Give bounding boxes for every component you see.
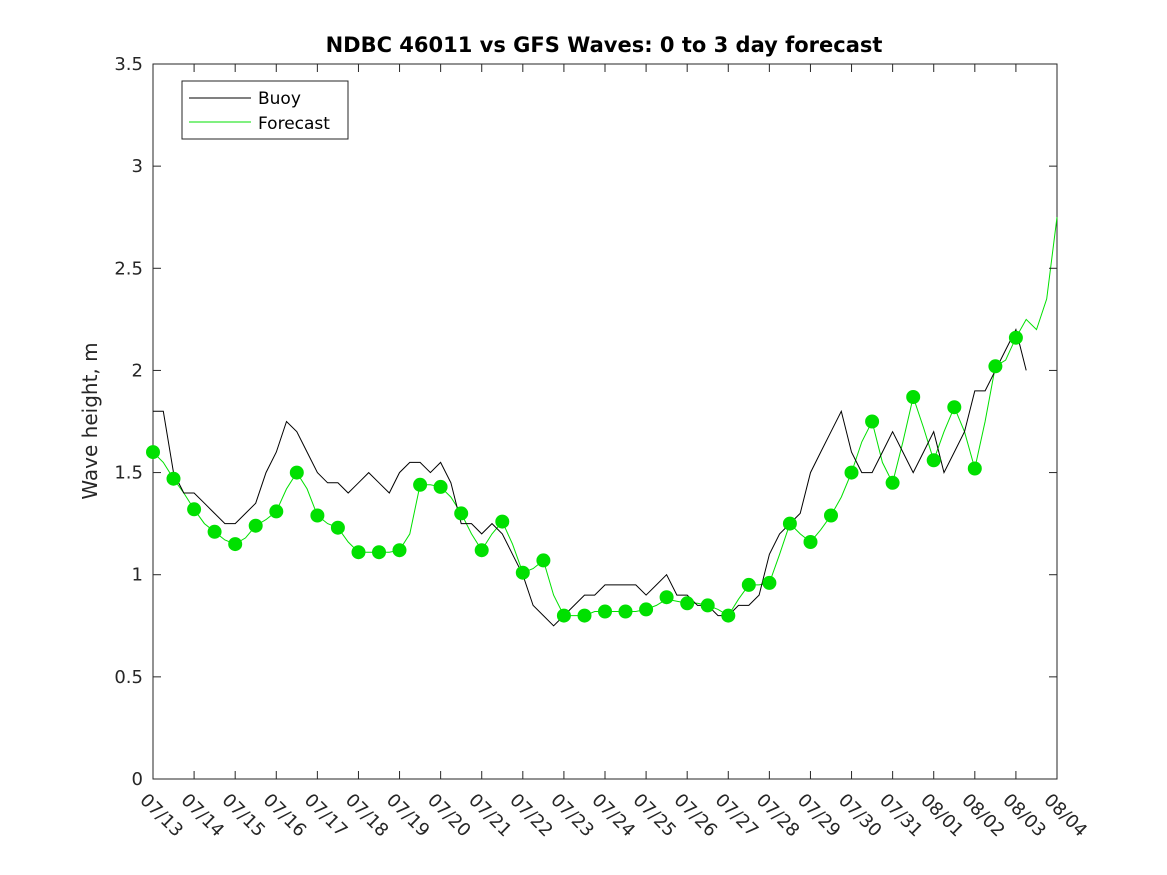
forecast-marker (228, 537, 243, 552)
y-tick-label: 3 (132, 156, 143, 177)
legend: Buoy Forecast (181, 80, 349, 140)
forecast-marker (680, 596, 695, 611)
forecast-marker (1008, 330, 1023, 345)
forecast-marker (782, 516, 797, 531)
forecast-marker (330, 520, 345, 535)
forecast-marker (495, 514, 510, 529)
forecast-marker (988, 359, 1003, 374)
forecast-marker (187, 502, 202, 517)
forecast-marker (721, 608, 736, 623)
forecast-marker (289, 465, 304, 480)
forecast-marker (762, 575, 777, 590)
y-tick-label: 3.5 (114, 54, 143, 75)
forecast-marker (803, 535, 818, 549)
y-tick-label: 1.5 (114, 463, 143, 484)
y-tick-label: 1 (132, 565, 143, 586)
forecast-marker (351, 545, 366, 560)
forecast-marker (474, 543, 489, 558)
forecast-marker (577, 608, 592, 623)
forecast-marker (207, 524, 222, 539)
legend-label-buoy: Buoy (258, 89, 301, 109)
forecast-marker (556, 608, 571, 623)
plot-area (152, 63, 1058, 780)
forecast-marker (967, 461, 982, 476)
chart-title: NDBC 46011 vs GFS Waves: 0 to 3 day fore… (326, 33, 883, 57)
series-line-buoy (153, 328, 1027, 627)
forecast-marker (885, 475, 900, 490)
forecast-marker (392, 543, 407, 558)
forecast-marker (515, 565, 530, 580)
forecast-marker (659, 590, 674, 605)
legend-label-forecast: Forecast (258, 114, 330, 134)
forecast-marker (598, 604, 612, 619)
y-tick-label: 0.5 (114, 667, 143, 688)
y-axis-label: Wave height, m (78, 342, 102, 499)
y-axis-ticks: 0 0.5 1 1.5 2 2.5 3 3.5 (114, 54, 1057, 790)
forecast-marker (741, 577, 756, 592)
forecast-marker (926, 453, 941, 468)
forecast-marker (248, 518, 263, 533)
forecast-marker (824, 508, 838, 523)
forecast-marker (700, 598, 715, 613)
forecast-marker (618, 604, 633, 619)
y-tick-label: 2 (132, 360, 143, 381)
forecast-marker (639, 602, 654, 617)
y-tick-label: 2.5 (114, 258, 143, 279)
forecast-marker (454, 506, 469, 521)
forecast-marker (433, 479, 448, 494)
forecast-marker (269, 504, 284, 519)
forecast-marker (865, 414, 880, 429)
legend-box (181, 80, 349, 140)
forecast-markers (146, 330, 1023, 623)
forecast-marker (536, 553, 551, 568)
y-tick-label: 0 (132, 769, 143, 790)
forecast-marker (844, 465, 859, 480)
forecast-marker (947, 400, 962, 415)
forecast-marker (310, 508, 325, 523)
forecast-marker (413, 477, 428, 492)
forecast-marker (372, 545, 386, 560)
forecast-marker (166, 471, 181, 486)
forecast-marker (906, 390, 921, 404)
forecast-marker (146, 445, 160, 460)
buoy-series (153, 328, 1027, 627)
